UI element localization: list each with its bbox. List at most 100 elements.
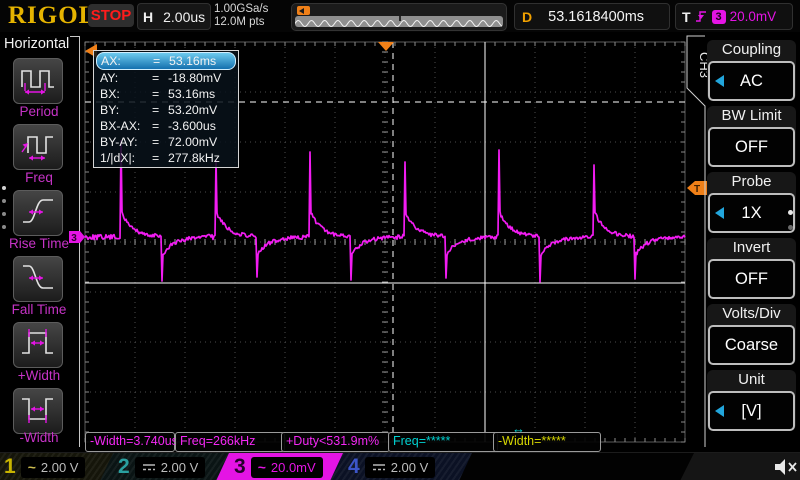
measurement-readout-minus-width2[interactable]: -Width=***** — [493, 432, 601, 452]
cursor-measurement-panel: AX: = 53.16ms AY: = -18.80mV BX: = 53.16… — [93, 50, 239, 168]
top-status-bar: RIGOL STOP H 2.00us 1.00GSa/s 12.0M pts … — [0, 0, 800, 32]
left-menu-divider-top — [70, 36, 80, 37]
cursor-row-label: BX-AX: — [100, 119, 141, 133]
trigger-level-marker[interactable] — [687, 181, 707, 195]
fall-time-icon — [20, 261, 56, 298]
channel-scale: 2.00 V — [390, 459, 429, 475]
expand-arrow-icon — [715, 207, 724, 219]
horizontal-timebase-control[interactable]: H 2.00us — [137, 3, 211, 30]
preview-bar[interactable] — [295, 16, 503, 27]
cursor-link-icon: ↔ — [512, 421, 525, 436]
plus-width-icon — [20, 327, 56, 364]
measure-button-plus-width[interactable] — [13, 322, 63, 368]
measure-label-freq: Freq — [25, 170, 53, 185]
cursor-row-value: 53.16ms — [169, 54, 217, 68]
cursor-row-ax[interactable]: AX: = 53.16ms — [96, 52, 236, 70]
dc-coupling-icon — [372, 463, 386, 472]
channel-tab-1[interactable]: 1 ~ 2.00 V — [0, 453, 122, 480]
menu-item-label: BW Limit — [721, 107, 782, 124]
menu-item-bw-limit[interactable]: BW Limit OFF — [707, 106, 796, 167]
trigger-position-marker[interactable] — [378, 42, 394, 51]
channel-number: 1 — [4, 455, 16, 478]
rise-time-icon — [20, 195, 56, 232]
preview-wave-icon — [295, 19, 503, 27]
trigger-status[interactable]: T 3 20.0mV — [675, 3, 793, 30]
cursor-row-value: 53.16ms — [168, 87, 216, 101]
cursor-row-inv-dx[interactable]: 1/|dX|: = 277.8kHz — [96, 150, 236, 166]
speaker-muted-icon[interactable] — [774, 457, 800, 477]
equals-sign: = — [152, 87, 160, 101]
cursor-row-label: AY: — [100, 71, 119, 85]
menu-page-dot — [788, 210, 793, 215]
left-menu-title: Horizontal — [4, 36, 70, 52]
channel-number: 3 — [234, 455, 246, 478]
memory-waveform-preview[interactable] — [291, 3, 507, 31]
equals-sign: = — [152, 119, 160, 133]
rigol-logo: RIGOL — [8, 2, 97, 29]
scroll-dot — [2, 199, 6, 203]
cursor-row-ay[interactable]: AY: = -18.80mV — [96, 70, 236, 86]
equals-sign: = — [153, 54, 161, 68]
measure-label-minus-width: -Width — [19, 430, 59, 445]
cursor-row-by[interactable]: BY: = 53.20mV — [96, 102, 236, 118]
measure-label-plus-width: +Width — [17, 368, 61, 383]
measure-label-rise-time: Rise Time — [8, 236, 69, 251]
measurement-readout-duty[interactable]: +Duty<531.9m% — [281, 432, 390, 452]
channel-scale: 20.0mV — [270, 459, 316, 475]
expand-arrow-icon — [715, 405, 724, 417]
measure-button-freq[interactable] — [13, 124, 63, 170]
menu-item-unit[interactable]: Unit [V] — [707, 370, 796, 431]
freq-icon — [20, 129, 56, 166]
ac-coupling-icon: ~ — [27, 459, 36, 475]
menu-item-value: [V] — [741, 401, 762, 420]
cursor-row-bx-ax[interactable]: BX-AX: = -3.600us — [96, 118, 236, 134]
trigger-level-value: 20.0mV — [729, 9, 777, 24]
measure-label-fall-time: Fall Time — [11, 302, 67, 317]
cursor-row-label: 1/|dX|: — [100, 151, 136, 165]
measure-button-minus-width[interactable] — [13, 388, 63, 434]
cursor-row-value: 53.20mV — [168, 103, 218, 117]
preview-position-icon — [297, 6, 310, 15]
cursor-row-value: -18.80mV — [168, 71, 222, 85]
period-icon — [20, 63, 56, 100]
scroll-dot — [2, 212, 6, 216]
menu-item-label: Volts/Div — [722, 305, 781, 322]
channel-status-bar: 1 ~ 2.00 V 2 2.00 V 3 ~ 20.0mV — [0, 452, 800, 480]
channel-tab-4[interactable]: 4 2.00 V — [330, 453, 472, 480]
trigger-delay-readout[interactable]: D 53.1618400ms — [514, 3, 670, 30]
scroll-dot — [2, 225, 6, 229]
menu-item-label: Probe — [731, 173, 772, 190]
cursor-row-by-ay[interactable]: BY-AY: = 72.00mV — [96, 134, 236, 150]
measurement-readout-freq[interactable]: Freq=266kHz — [175, 432, 285, 452]
channel-number: 2 — [118, 455, 130, 478]
measure-button-period[interactable] — [13, 58, 63, 104]
menu-item-invert[interactable]: Invert OFF — [707, 238, 796, 299]
menu-item-volts-div[interactable]: Volts/Div Coarse — [707, 304, 796, 365]
trigger-edge-icon — [695, 11, 706, 22]
measurement-readout-freq2[interactable]: Freq=***** — [388, 432, 498, 452]
menu-item-coupling[interactable]: Coupling AC — [707, 40, 796, 101]
measure-button-fall-time[interactable] — [13, 256, 63, 302]
delay-label: D — [522, 8, 533, 25]
trigger-source-badge: 3 — [711, 9, 726, 24]
cursor-row-value: -3.600us — [168, 119, 216, 133]
cursor-row-label: BX: — [100, 87, 120, 101]
cursor-row-bx[interactable]: BX: = 53.16ms — [96, 86, 236, 102]
equals-sign: = — [152, 103, 160, 117]
menu-item-label: Unit — [738, 371, 765, 388]
trigger-label: T — [682, 8, 691, 25]
timebase-value: 2.00us — [163, 8, 206, 25]
menu-item-value: OFF — [735, 137, 768, 156]
horizontal-label: H — [143, 8, 154, 25]
sound-status-area — [680, 453, 800, 480]
measure-button-rise-time[interactable] — [13, 190, 63, 236]
menu-item-value: OFF — [735, 269, 768, 288]
equals-sign: = — [152, 135, 160, 149]
sample-rate: 1.00GSa/s — [214, 3, 269, 15]
menu-item-probe[interactable]: Probe 1X — [707, 172, 796, 233]
menu-item-value: AC — [740, 71, 763, 90]
delay-value: 53.1618400ms — [548, 8, 645, 25]
measurement-readout-minus-width[interactable]: -Width=3.740us — [85, 432, 178, 452]
run-state-badge[interactable]: STOP — [88, 4, 134, 27]
